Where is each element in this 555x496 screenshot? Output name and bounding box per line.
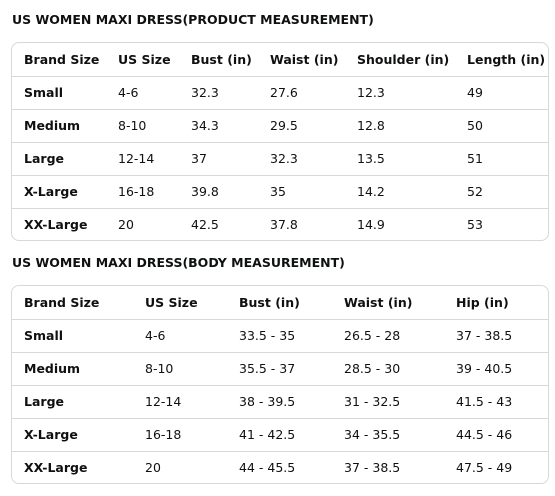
table-cell: 13.5 bbox=[345, 141, 455, 175]
table-row: XX-Large 20 44 - 45.5 37 - 38.5 47.5 - 4… bbox=[12, 450, 548, 483]
table-cell: 16-18 bbox=[133, 417, 227, 451]
table-row: X-Large 16-18 39.8 35 14.2 52 bbox=[12, 174, 548, 208]
table-cell: 51 bbox=[455, 141, 548, 175]
table-cell: 53 bbox=[455, 207, 548, 240]
column-header: Bust (in) bbox=[191, 51, 252, 67]
table-cell: 37 - 38.5 bbox=[444, 318, 548, 352]
table-row: Small 4-6 32.3 27.6 12.3 49 bbox=[12, 75, 548, 109]
table-row: XX-Large 20 42.5 37.8 14.9 53 bbox=[12, 207, 548, 240]
table-cell: 8-10 bbox=[133, 351, 227, 385]
table-cell: 41.5 - 43 bbox=[444, 384, 548, 418]
table-cell: 44.5 - 46 bbox=[444, 417, 548, 451]
table-cell: 12-14 bbox=[106, 141, 179, 175]
table-cell: 35.5 - 37 bbox=[227, 351, 332, 385]
table-cell: Medium bbox=[12, 108, 106, 142]
table-cell: Large bbox=[12, 384, 133, 418]
table-cell: 31 - 32.5 bbox=[332, 384, 444, 418]
table-header-row: Brand Size US Size Bust (in) Waist (in) … bbox=[12, 286, 548, 319]
column-header: US Size bbox=[118, 51, 171, 67]
column-header: Hip (in) bbox=[456, 294, 509, 310]
table-cell: 12-14 bbox=[133, 384, 227, 418]
table-header-row: Brand Size US Size Bust (in) Waist (in) … bbox=[12, 43, 548, 76]
table-row: Small 4-6 33.5 - 35 26.5 - 28 37 - 38.5 bbox=[12, 318, 548, 352]
table-cell: 4-6 bbox=[106, 75, 179, 109]
column-header: Waist (in) bbox=[344, 294, 413, 310]
column-header: Waist (in) bbox=[270, 51, 339, 67]
table-cell: 33.5 - 35 bbox=[227, 318, 332, 352]
table-cell: X-Large bbox=[12, 417, 133, 451]
table-cell: 12.8 bbox=[345, 108, 455, 142]
table-cell: 4-6 bbox=[133, 318, 227, 352]
table-cell: Small bbox=[12, 318, 133, 352]
table-row: Large 12-14 37 32.3 13.5 51 bbox=[12, 141, 548, 175]
column-header: Shoulder (in) bbox=[357, 51, 450, 67]
product-measurement-title: US WOMEN MAXI DRESS(PRODUCT MEASUREMENT) bbox=[12, 12, 374, 27]
column-header: Brand Size bbox=[24, 294, 100, 310]
body-measurement-title: US WOMEN MAXI DRESS(BODY MEASUREMENT) bbox=[12, 255, 345, 270]
table-cell: 29.5 bbox=[258, 108, 345, 142]
table-cell: 14.9 bbox=[345, 207, 455, 240]
body-measurement-table: Brand Size US Size Bust (in) Waist (in) … bbox=[11, 285, 549, 484]
table-cell: 27.6 bbox=[258, 75, 345, 109]
column-header: Brand Size bbox=[24, 51, 100, 67]
table-cell: 34 - 35.5 bbox=[332, 417, 444, 451]
table-cell: 37 bbox=[179, 141, 258, 175]
table-cell: 28.5 - 30 bbox=[332, 351, 444, 385]
product-measurement-table: Brand Size US Size Bust (in) Waist (in) … bbox=[11, 42, 549, 241]
table-cell: 39.8 bbox=[179, 174, 258, 208]
table-row: X-Large 16-18 41 - 42.5 34 - 35.5 44.5 -… bbox=[12, 417, 548, 451]
table-cell: 38 - 39.5 bbox=[227, 384, 332, 418]
table-cell: 50 bbox=[455, 108, 548, 142]
table-cell: 41 - 42.5 bbox=[227, 417, 332, 451]
table-cell: XX-Large bbox=[12, 450, 133, 483]
table-cell: 20 bbox=[133, 450, 227, 483]
column-header: Length (in) bbox=[467, 51, 546, 67]
table-row: Medium 8-10 34.3 29.5 12.8 50 bbox=[12, 108, 548, 142]
column-header: US Size bbox=[145, 294, 198, 310]
table-row: Medium 8-10 35.5 - 37 28.5 - 30 39 - 40.… bbox=[12, 351, 548, 385]
table-cell: 42.5 bbox=[179, 207, 258, 240]
table-cell: 32.3 bbox=[179, 75, 258, 109]
table-cell: 35 bbox=[258, 174, 345, 208]
table-cell: 12.3 bbox=[345, 75, 455, 109]
table-cell: 8-10 bbox=[106, 108, 179, 142]
table-cell: Small bbox=[12, 75, 106, 109]
table-cell: 44 - 45.5 bbox=[227, 450, 332, 483]
table-cell: Large bbox=[12, 141, 106, 175]
table-cell: 49 bbox=[455, 75, 548, 109]
table-row: Large 12-14 38 - 39.5 31 - 32.5 41.5 - 4… bbox=[12, 384, 548, 418]
table-cell: 20 bbox=[106, 207, 179, 240]
table-cell: 34.3 bbox=[179, 108, 258, 142]
table-cell: XX-Large bbox=[12, 207, 106, 240]
table-cell: 14.2 bbox=[345, 174, 455, 208]
table-cell: 52 bbox=[455, 174, 548, 208]
table-cell: 16-18 bbox=[106, 174, 179, 208]
table-cell: 32.3 bbox=[258, 141, 345, 175]
table-cell: 47.5 - 49 bbox=[444, 450, 548, 483]
column-header: Bust (in) bbox=[239, 294, 300, 310]
table-cell: 37.8 bbox=[258, 207, 345, 240]
table-cell: X-Large bbox=[12, 174, 106, 208]
table-cell: 37 - 38.5 bbox=[332, 450, 444, 483]
table-cell: Medium bbox=[12, 351, 133, 385]
table-cell: 26.5 - 28 bbox=[332, 318, 444, 352]
table-cell: 39 - 40.5 bbox=[444, 351, 548, 385]
